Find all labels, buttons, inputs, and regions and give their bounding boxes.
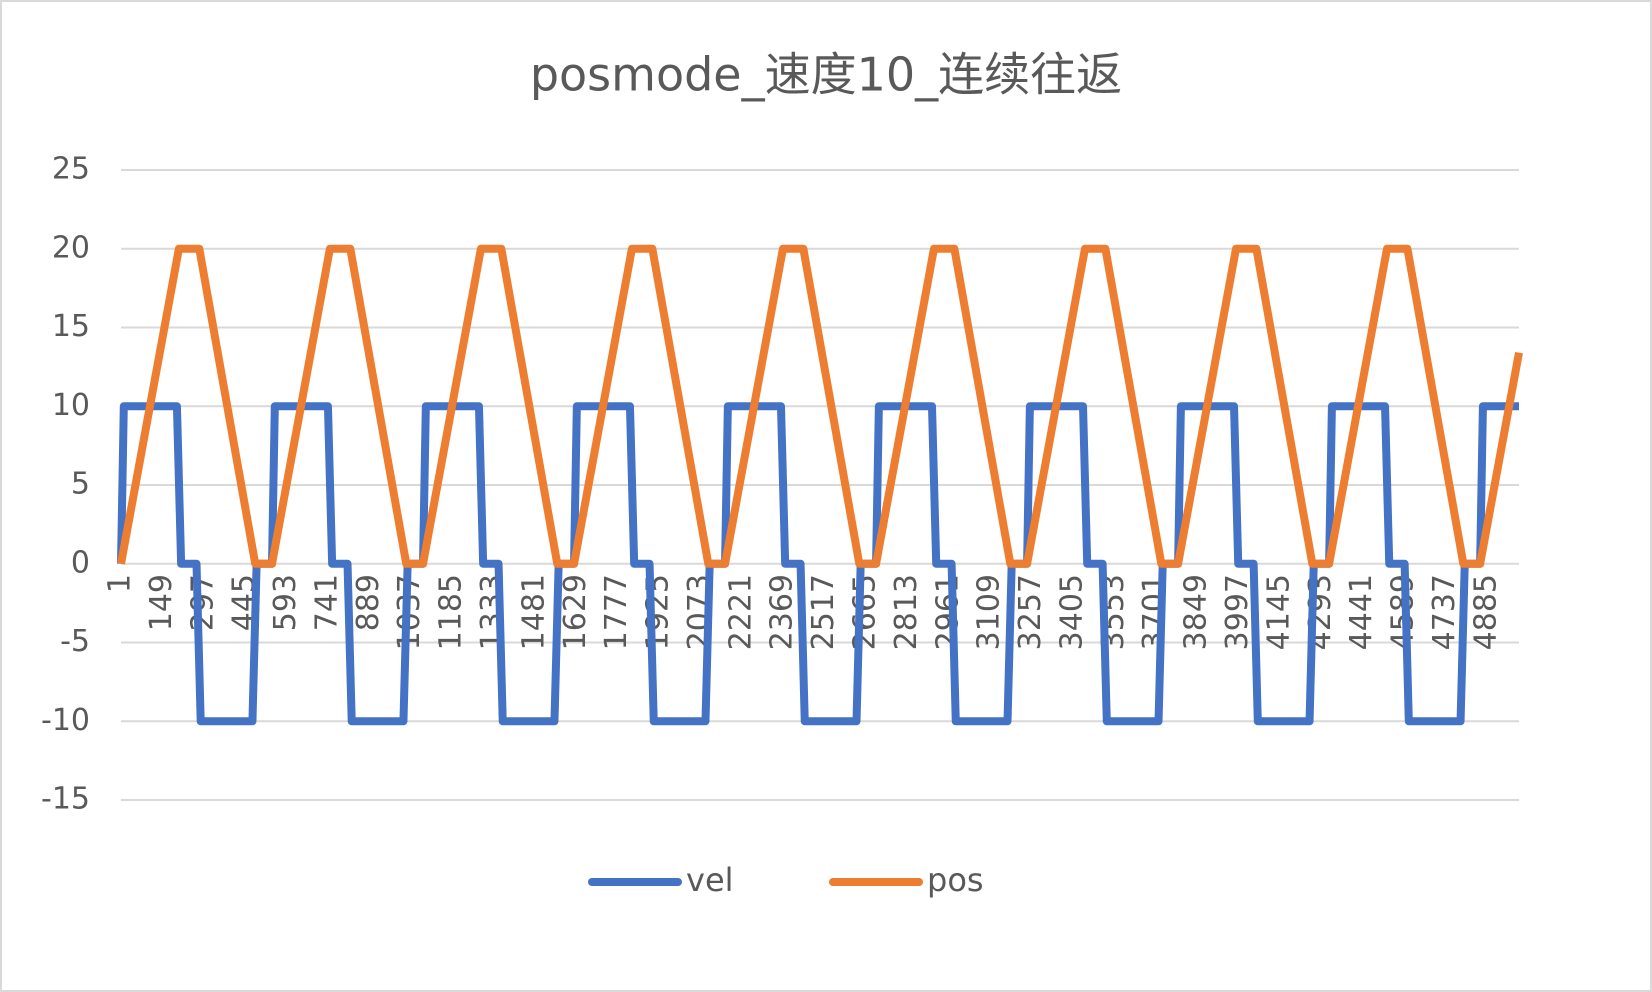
x-tick-label: 3701	[1137, 574, 1172, 650]
x-tick-label: 2221	[723, 574, 758, 650]
series-line	[117, 244, 1523, 568]
x-tick-label: 3257	[1013, 574, 1048, 650]
x-tick-label: 2813	[889, 574, 924, 650]
x-tick-label: 1	[103, 574, 138, 593]
x-tick-label: 2961	[930, 574, 965, 650]
y-tick-label: -10	[41, 703, 90, 738]
y-tick-label: 5	[71, 467, 90, 502]
y-tick-label: 10	[52, 388, 90, 423]
series-line	[117, 402, 1519, 726]
x-tick-label: 593	[268, 574, 303, 631]
x-tick-label: 2665	[848, 574, 883, 650]
x-tick-label: 3997	[1220, 574, 1255, 650]
y-tick-label: 25	[52, 152, 90, 187]
x-tick-label: 4145	[1261, 574, 1296, 650]
x-tick-label: 149	[144, 574, 179, 631]
x-tick-label: 2369	[765, 574, 800, 650]
legend-label: vel	[686, 861, 734, 899]
x-tick-label: 889	[351, 574, 386, 631]
x-tick-label: 741	[309, 574, 344, 631]
x-tick-label: 1481	[516, 574, 551, 650]
x-tick-label: 1629	[558, 574, 593, 650]
x-tick-label: 4885	[1468, 574, 1503, 650]
y-tick-label: 20	[52, 230, 90, 265]
x-tick-label: 4441	[1344, 574, 1379, 650]
chart-title: posmode_速度10_连续往返	[530, 48, 1122, 102]
x-tick-label: 3109	[972, 574, 1007, 650]
x-tick-label: 1777	[599, 574, 634, 650]
x-tick-label: 1333	[475, 574, 510, 650]
y-tick-label: -15	[41, 782, 90, 817]
y-tick-label: -5	[60, 624, 90, 659]
legend-label: pos	[927, 861, 984, 899]
x-tick-label: 3405	[1054, 574, 1089, 650]
x-tick-label: 1185	[434, 574, 469, 650]
x-tick-label: 2517	[806, 574, 841, 650]
x-tick-label: 4737	[1427, 574, 1462, 650]
x-tick-label: 297	[185, 574, 220, 631]
x-tick-label: 1925	[641, 574, 676, 650]
y-tick-label: 0	[71, 545, 90, 580]
x-tick-label: 3849	[1179, 574, 1214, 650]
y-tick-label: 15	[52, 309, 90, 344]
